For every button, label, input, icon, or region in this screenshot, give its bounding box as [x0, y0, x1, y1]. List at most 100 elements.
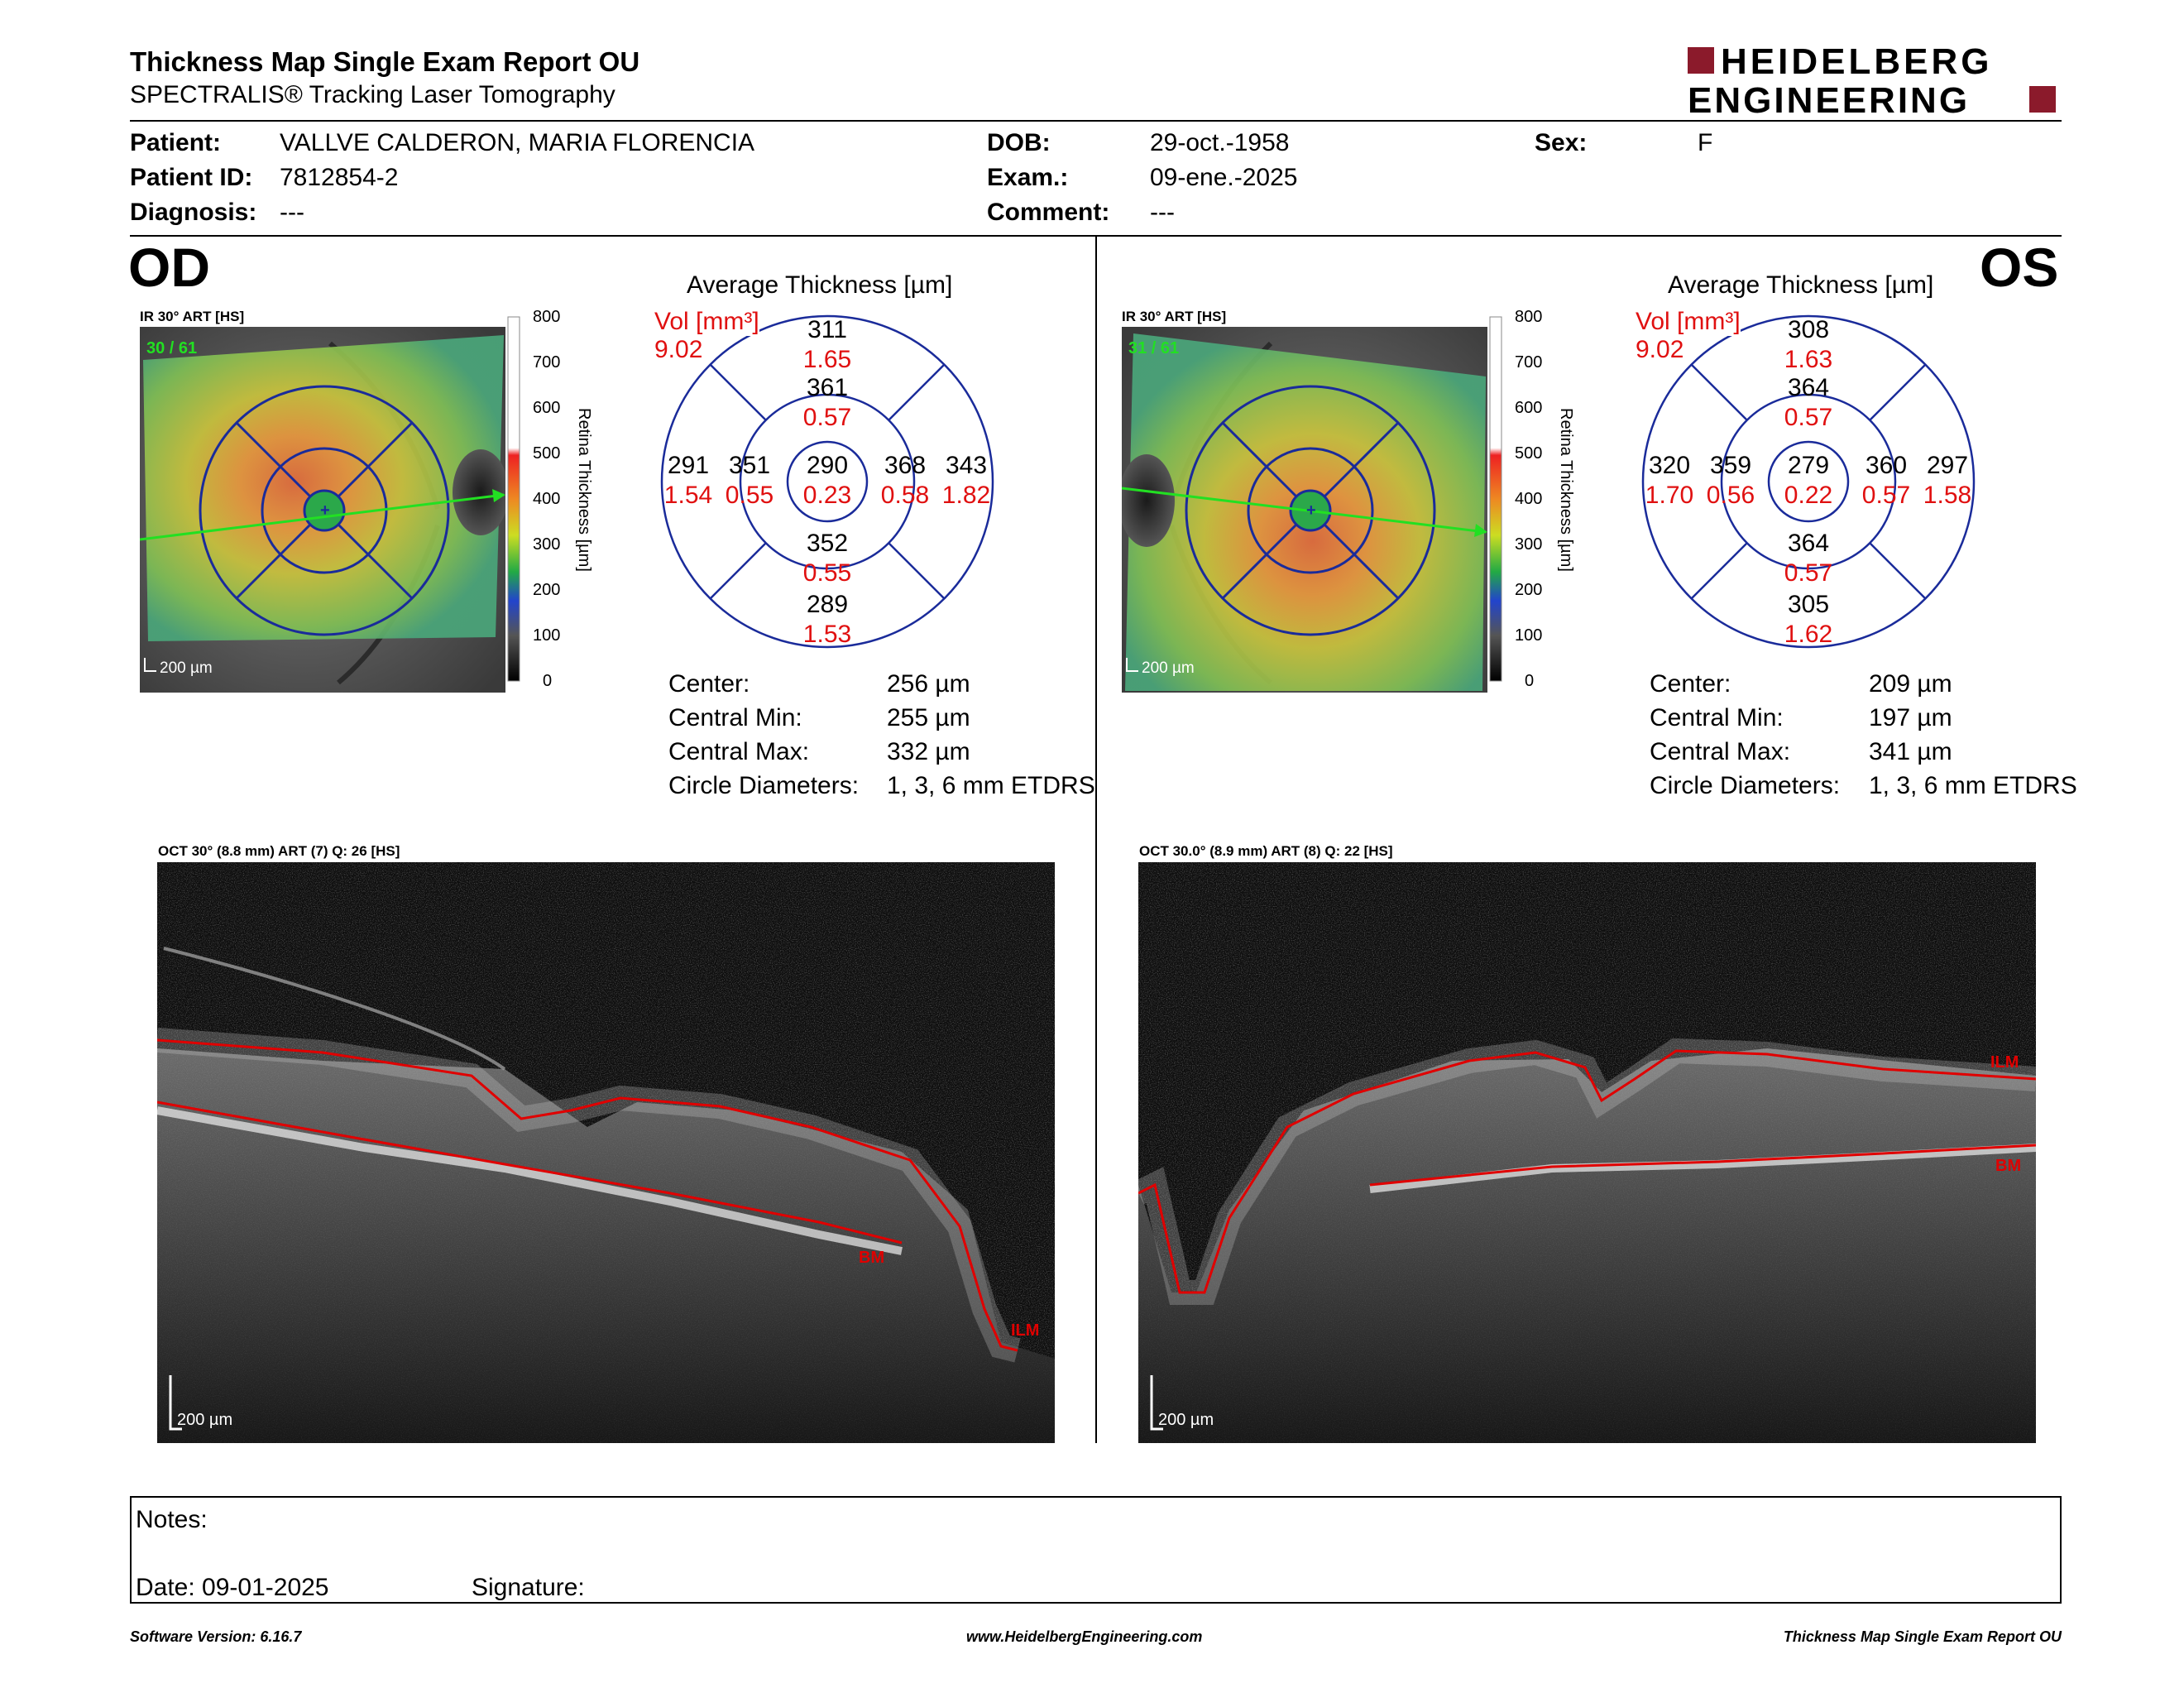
os-diam-value: 1, 3, 6 mm ETDRS [1869, 772, 2077, 799]
diagnosis-label: Diagnosis: [130, 199, 257, 226]
od-outer-left-thickness: 291 [668, 452, 709, 479]
svg-text:+: + [1306, 501, 1316, 520]
dob-value: 29-oct.-1958 [1150, 129, 1290, 156]
od-oct-scale: 200 µm [177, 1411, 232, 1429]
patient-label: Patient: [130, 129, 222, 156]
comment-value: --- [1150, 199, 1175, 226]
os-inner-top-volume: 0.57 [1784, 404, 1832, 431]
od-ilm-label: ILM [1011, 1321, 1039, 1340]
os-bm-label: BM [1995, 1157, 2021, 1175]
od-inner-left-thickness: 351 [729, 452, 770, 479]
os-center-label: Center: [1650, 670, 1731, 698]
os-cb-tick: 600 [1515, 399, 1542, 417]
os-etdrs-grid: 308 1.63 364 0.57 320 1.70 359 0.56 279 … [1641, 314, 1976, 649]
os-outer-bottom-volume: 1.62 [1784, 621, 1832, 648]
os-outer-left-volume: 1.70 [1645, 482, 1693, 509]
os-outer-bottom-thickness: 305 [1788, 591, 1829, 618]
os-cb-tick: 800 [1515, 310, 1542, 326]
od-outer-top-thickness: 311 [807, 316, 847, 343]
signature-label: Signature: [472, 1574, 585, 1601]
od-outer-bottom-thickness: 289 [807, 591, 848, 618]
os-oct-bscan: ILM BM 200 µm [1138, 862, 2036, 1443]
os-max-value: 341 µm [1869, 738, 1952, 765]
od-vol-label: Vol [mm³] [654, 308, 759, 336]
od-oct-bscan: BM ILM 200 µm [157, 862, 1055, 1443]
os-cb-tick: 100 [1515, 626, 1542, 645]
svg-text:+: + [320, 501, 330, 520]
od-cb-tick: 200 [533, 581, 560, 599]
od-max-label: Central Max: [668, 738, 810, 765]
os-cb-tick: 300 [1515, 535, 1542, 554]
os-diam-label: Circle Diameters: [1650, 772, 1841, 799]
od-inner-top-volume: 0.57 [803, 404, 851, 431]
od-center-value: 256 µm [887, 670, 970, 698]
od-inner-left-volume: 0.55 [726, 482, 774, 509]
dob-label: DOB: [987, 129, 1051, 156]
od-thickness-map: + 30 / 61 200 µm [140, 327, 505, 693]
od-outer-right-thickness: 343 [946, 452, 987, 479]
report-title: Thickness Map Single Exam Report OU [130, 46, 640, 77]
od-diam-label: Circle Diameters: [668, 772, 860, 799]
od-cb-tick: 500 [533, 444, 560, 463]
notes-box[interactable] [130, 1496, 2062, 1604]
os-outer-top-volume: 1.63 [1784, 346, 1832, 373]
os-cb-tick: 200 [1515, 581, 1542, 599]
os-outer-right-volume: 1.58 [1923, 482, 1971, 509]
od-inner-bottom-volume: 0.55 [803, 559, 851, 587]
od-cb-tick: 600 [533, 399, 560, 417]
os-ir-caption: IR 30° ART [HS] [1122, 309, 1227, 324]
od-cb-tick: 100 [533, 626, 560, 645]
os-scale-label: 200 µm [1142, 659, 1195, 677]
svg-text:ENGINEERING: ENGINEERING [1688, 80, 1970, 117]
os-thickness-map: + 31 / 61 200 µm [1122, 327, 1487, 693]
os-oct-caption: OCT 30.0° (8.9 mm) ART (8) Q: 22 [HS] [1139, 843, 1393, 859]
od-center-volume: 0.23 [803, 482, 851, 509]
od-outer-left-volume: 1.54 [664, 482, 712, 509]
svg-text:HEIDELBERG: HEIDELBERG [1721, 43, 1992, 82]
od-grid-title: Average Thickness [µm] [687, 271, 953, 299]
od-min-label: Central Min: [668, 704, 802, 731]
sex-label: Sex: [1535, 129, 1588, 156]
website-link[interactable]: www.HeidelbergEngineering.com [966, 1628, 1203, 1645]
os-inner-top-thickness: 364 [1788, 374, 1829, 401]
od-etdrs-grid: 311 1.65 361 0.57 291 1.54 351 0.55 290 … [660, 314, 994, 649]
od-cb-tick: 800 [533, 310, 560, 326]
od-diam-value: 1, 3, 6 mm ETDRS [887, 772, 1095, 799]
od-eye-label: OD [128, 237, 210, 298]
od-outer-right-volume: 1.82 [942, 482, 990, 509]
header-divider [130, 120, 2062, 122]
report-subtitle: SPECTRALIS® Tracking Laser Tomography [130, 81, 615, 108]
od-center-thickness: 290 [807, 452, 848, 479]
sex-value: F [1698, 129, 1713, 156]
os-min-value: 197 µm [1869, 704, 1952, 731]
od-cb-tick: 0 [543, 672, 552, 690]
os-inner-right-volume: 0.57 [1862, 482, 1910, 509]
od-inner-right-thickness: 368 [884, 452, 926, 479]
od-center-label: Center: [668, 670, 750, 698]
od-vol-value: 9.02 [654, 336, 703, 363]
os-colorbar: 800 700 600 500 400 300 200 100 0 Retina… [1489, 310, 1575, 690]
os-inner-bottom-thickness: 364 [1788, 530, 1829, 557]
od-cb-tick: 300 [533, 535, 560, 554]
patient-id: 7812854-2 [280, 164, 399, 191]
os-eye-label: OS [1980, 237, 2059, 298]
os-cb-tick: 500 [1515, 444, 1542, 463]
od-inner-right-volume: 0.58 [881, 482, 929, 509]
os-outer-left-thickness: 320 [1649, 452, 1690, 479]
os-inner-bottom-volume: 0.57 [1784, 559, 1832, 587]
diagnosis-value: --- [280, 199, 304, 226]
patient-name: VALLVE CALDERON, MARIA FLORENCIA [280, 129, 755, 156]
os-max-label: Central Max: [1650, 738, 1791, 765]
os-center-thickness: 279 [1788, 452, 1829, 479]
os-inner-left-thickness: 359 [1710, 452, 1751, 479]
os-min-label: Central Min: [1650, 704, 1784, 731]
od-bm-label: BM [859, 1249, 884, 1267]
od-cb-tick: 700 [533, 353, 560, 372]
os-ir-count: 31 / 61 [1128, 339, 1179, 357]
software-version: Software Version: 6.16.7 [130, 1628, 302, 1645]
comment-label: Comment: [987, 199, 1110, 226]
od-min-value: 255 µm [887, 704, 970, 731]
od-outer-top-volume: 1.65 [803, 346, 851, 373]
os-cb-tick: 700 [1515, 353, 1542, 372]
od-cb-tick: 400 [533, 490, 560, 508]
